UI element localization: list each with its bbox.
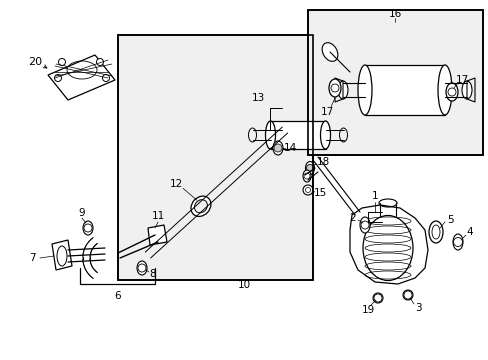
Circle shape	[303, 185, 312, 195]
Ellipse shape	[337, 81, 347, 99]
Text: 1: 1	[371, 191, 378, 201]
Ellipse shape	[359, 217, 369, 233]
Polygon shape	[148, 225, 167, 245]
Ellipse shape	[362, 216, 412, 280]
Text: 3: 3	[414, 303, 421, 313]
Ellipse shape	[303, 170, 310, 182]
Circle shape	[54, 75, 61, 81]
Ellipse shape	[428, 221, 442, 243]
Ellipse shape	[322, 42, 337, 61]
Polygon shape	[52, 240, 72, 270]
Bar	[270, 121, 325, 149]
Circle shape	[306, 165, 313, 171]
Ellipse shape	[191, 196, 210, 216]
Text: 6: 6	[115, 291, 121, 301]
Text: 2: 2	[349, 213, 356, 223]
Text: 18: 18	[316, 157, 329, 167]
Ellipse shape	[357, 65, 371, 115]
Text: 17: 17	[454, 75, 468, 85]
Text: 4: 4	[466, 227, 472, 237]
Circle shape	[102, 75, 109, 81]
Ellipse shape	[83, 221, 93, 235]
Ellipse shape	[328, 79, 340, 97]
Polygon shape	[349, 205, 427, 284]
Text: 9: 9	[79, 208, 85, 218]
Bar	[307, 10, 482, 155]
Text: 15: 15	[313, 188, 326, 198]
Bar	[307, 10, 482, 155]
Ellipse shape	[445, 83, 457, 101]
Ellipse shape	[402, 290, 412, 300]
Text: 14: 14	[283, 143, 296, 153]
Text: 8: 8	[149, 269, 156, 279]
Ellipse shape	[452, 234, 462, 250]
Bar	[118, 35, 312, 280]
Text: 7: 7	[29, 253, 35, 263]
Ellipse shape	[320, 121, 330, 149]
Text: 16: 16	[387, 9, 401, 19]
Circle shape	[96, 58, 103, 66]
Text: 20: 20	[28, 57, 42, 67]
Circle shape	[273, 144, 282, 152]
Text: 10: 10	[237, 280, 250, 290]
Ellipse shape	[461, 81, 471, 99]
Text: 12: 12	[169, 179, 182, 189]
Bar	[118, 35, 312, 280]
Bar	[364, 65, 444, 115]
Circle shape	[59, 58, 65, 66]
Ellipse shape	[265, 121, 275, 149]
Text: 19: 19	[361, 305, 374, 315]
Ellipse shape	[194, 200, 207, 213]
Text: 13: 13	[251, 93, 264, 103]
Text: 11: 11	[151, 211, 164, 221]
Polygon shape	[48, 55, 115, 100]
Text: 17: 17	[320, 107, 333, 117]
Ellipse shape	[437, 65, 451, 115]
Ellipse shape	[137, 261, 147, 275]
Ellipse shape	[305, 162, 314, 175]
Ellipse shape	[372, 293, 382, 303]
Ellipse shape	[272, 141, 283, 155]
Text: 5: 5	[446, 215, 452, 225]
